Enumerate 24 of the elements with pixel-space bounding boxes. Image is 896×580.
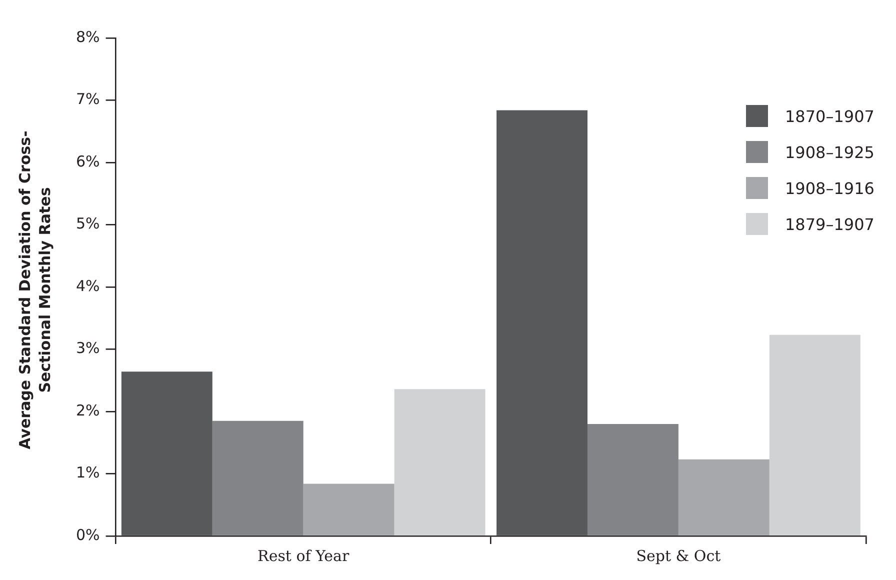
bar — [496, 110, 588, 536]
y-tick-label: 2% — [76, 401, 100, 420]
legend-label: 1908–1925 — [785, 142, 874, 162]
y-tick-label: 1% — [76, 464, 100, 482]
bar — [212, 420, 304, 536]
y-axis-title: Average Standard Deviation of Cross-Sectional Monthly Rates — [15, 130, 55, 452]
bar — [394, 389, 486, 536]
bar — [678, 459, 770, 536]
y-tick-label: 5% — [76, 214, 100, 233]
legend-label: 1870–1907 — [785, 106, 874, 126]
legend-label: 1908–1916 — [785, 178, 874, 198]
x-tick-label: Sept & Oct — [636, 546, 721, 565]
y-tick-label: 4% — [76, 276, 100, 295]
bar — [587, 424, 678, 536]
y-tick-label: 8% — [76, 28, 100, 46]
legend-label: 1879–1907 — [785, 214, 874, 234]
y-tick-label: 7% — [76, 90, 100, 108]
y-tick-label: 3% — [76, 339, 100, 358]
bar — [303, 484, 394, 536]
y-tick-label: 6% — [76, 152, 100, 170]
bar — [121, 372, 212, 536]
y-tick-label: 0% — [76, 526, 100, 544]
x-tick-label: Rest of Year — [258, 546, 350, 565]
bar — [769, 334, 860, 536]
